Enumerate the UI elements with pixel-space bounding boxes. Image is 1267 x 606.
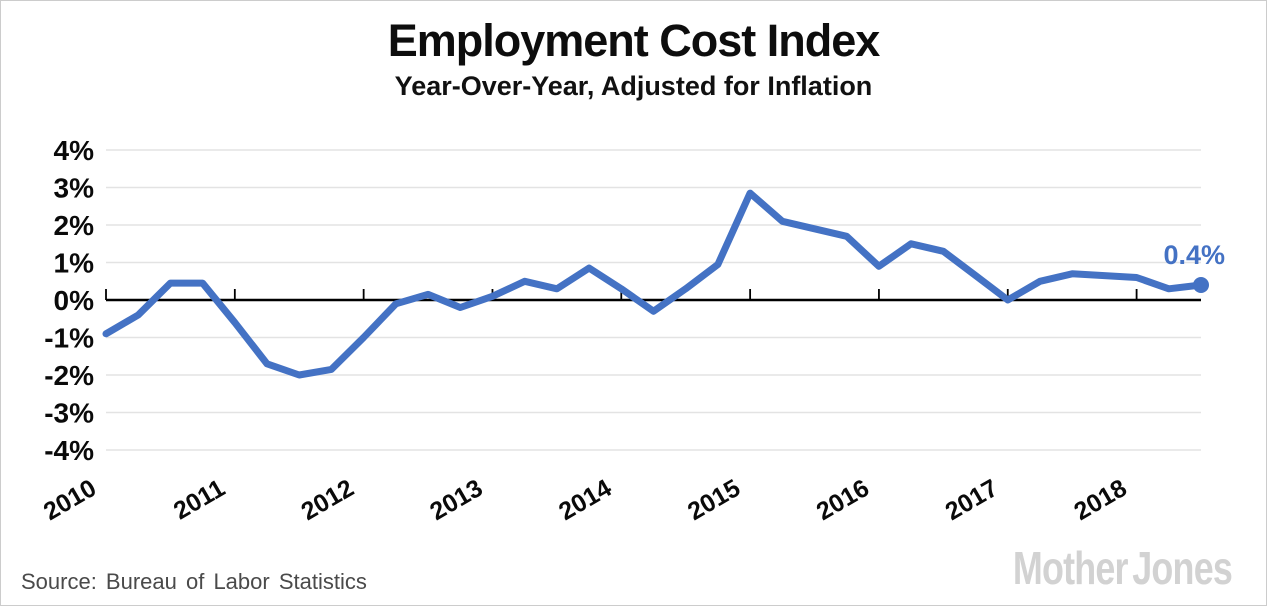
- x-axis-label: 2011: [169, 474, 230, 525]
- endpoint-dot: [1193, 277, 1209, 293]
- x-axis-label: 2018: [1069, 474, 1131, 526]
- x-axis-label: 2014: [554, 474, 616, 526]
- y-axis-label: -4%: [44, 435, 94, 466]
- x-axis-label: 2017: [941, 474, 1003, 526]
- y-axis-label: 2%: [54, 210, 95, 241]
- x-axis-label: 2012: [296, 474, 358, 526]
- motherjones-logo: Mother Jones: [1012, 542, 1233, 594]
- y-axis-label: 1%: [54, 248, 95, 279]
- y-axis-label: -1%: [44, 323, 94, 354]
- endpoint-label: 0.4%: [1163, 240, 1225, 270]
- eci-line: [102, 189, 1205, 379]
- source-note: Source: Bureau of Labor Statistics: [21, 569, 367, 594]
- y-axis-label: 0%: [54, 285, 95, 316]
- x-axis-label: 2015: [683, 474, 745, 526]
- x-axis-label: 2013: [425, 474, 487, 526]
- y-axis-label: 3%: [54, 173, 95, 204]
- y-axis-label: -3%: [44, 398, 94, 429]
- y-axis-label: -2%: [44, 360, 94, 391]
- x-axis-label: 2010: [39, 474, 101, 526]
- y-axis-label: 4%: [54, 135, 95, 166]
- x-axis-label: 2016: [812, 474, 874, 526]
